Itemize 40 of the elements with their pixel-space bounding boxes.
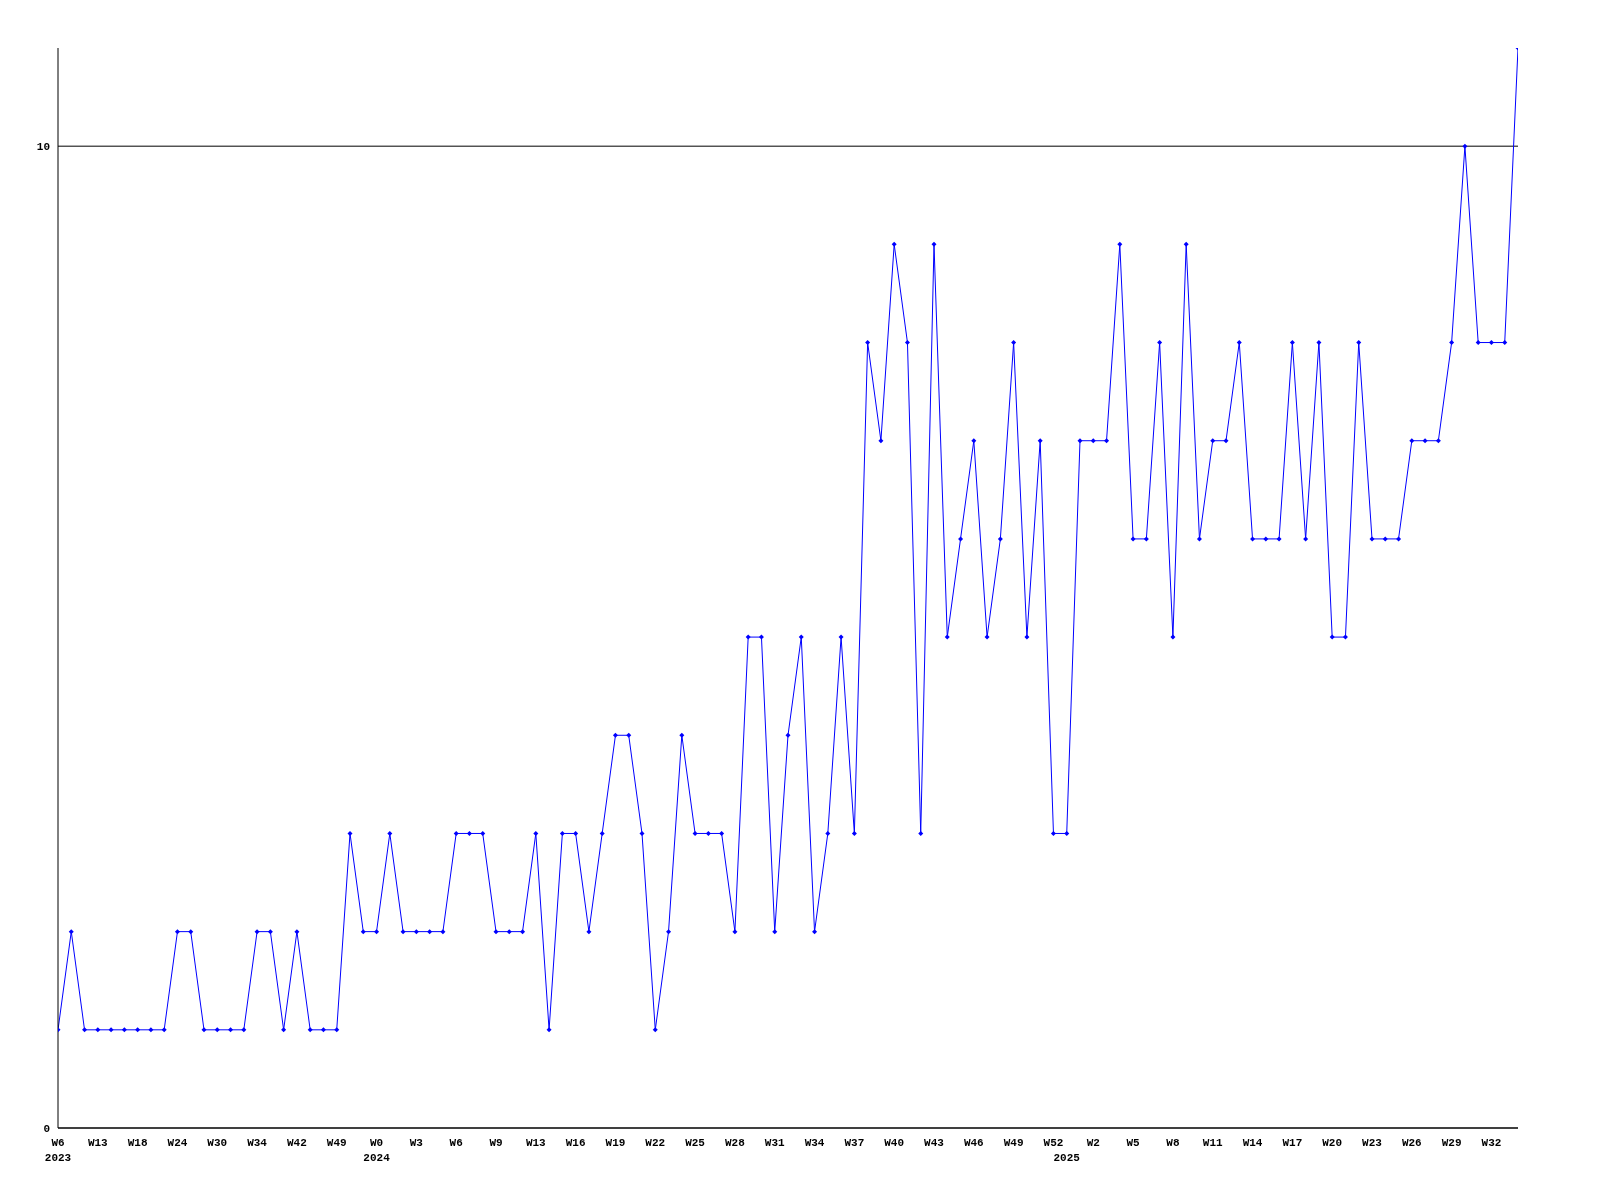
x-tick-label: W28 [725,1137,746,1149]
x-tick-label: W9 [489,1137,503,1149]
x-tick-label: W29 [1441,1137,1462,1149]
x-tick-label: W31 [764,1137,786,1149]
x-tick-label: W49 [326,1137,347,1149]
x-tick-label: W26 [1401,1137,1422,1149]
x-tick-label: W52 [1043,1137,1064,1149]
x-tick-label: W30 [207,1137,228,1149]
x-tick-label: W49 [1003,1137,1024,1149]
x-tick-label: W46 [963,1137,984,1149]
x-tick-label: W13 [87,1137,109,1149]
x-tick-label: W14 [1242,1137,1263,1149]
x-tick-label: W34 [247,1137,268,1149]
x-tick-label: W6 2023 [44,1137,72,1164]
x-tick-label: W3 [409,1137,424,1149]
x-tick-label: W32 [1481,1137,1502,1149]
x-tick-label: W0 2024 [363,1137,391,1164]
x-tick-label: W5 [1126,1137,1141,1149]
x-tick-label: W6 [449,1137,463,1149]
y-tick-label: 10 [36,141,50,154]
x-tick-label: W22 [645,1137,666,1149]
y-tick-label: 0 [43,1122,50,1135]
x-tick-label: W8 [1166,1137,1180,1149]
x-tick-label: W19 [605,1137,626,1149]
x-tick-label: W18 [127,1137,148,1149]
x-tick-label: W16 [565,1137,586,1149]
x-tick-label: W2 [1086,1137,1100,1149]
x-tick-label: W13 [525,1137,547,1149]
x-tick-label: 2025 [1053,1152,1081,1164]
x-tick-label: W43 [924,1137,945,1149]
x-tick-label: W24 [167,1137,188,1149]
x-tick-label: W17 [1282,1137,1303,1149]
x-tick-label: W34 [804,1137,825,1149]
x-tick-label: W25 [685,1137,706,1149]
x-tick-label: W42 [287,1137,307,1149]
x-tick-label: W11 [1202,1137,1224,1149]
x-tick-label: W20 [1322,1137,1343,1149]
x-tick-label: W40 [884,1137,905,1149]
x-tick-label: W23 [1362,1137,1383,1149]
x-tick-label: W37 [844,1137,865,1149]
